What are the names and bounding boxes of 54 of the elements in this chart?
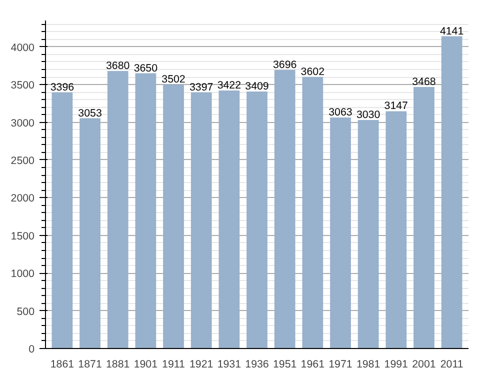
- data-label: 3602: [300, 66, 325, 78]
- data-label: 3147: [384, 100, 408, 112]
- bar: [163, 84, 184, 348]
- bar: [107, 71, 128, 348]
- data-label: 3502: [162, 73, 186, 86]
- y-tick-label: 2000: [10, 192, 35, 205]
- data-label: 4141: [440, 25, 464, 38]
- data-label: 3468: [412, 76, 436, 88]
- x-tick-label: 1931: [217, 358, 242, 370]
- bar: [414, 87, 434, 348]
- data-label: 3696: [272, 58, 297, 71]
- data-label: 3650: [134, 62, 158, 74]
- bar: [386, 111, 407, 348]
- y-tick-label: 3000: [10, 117, 35, 130]
- x-tick-label: 1991: [384, 358, 408, 370]
- x-tick-label: 1936: [245, 358, 269, 370]
- x-tick-label: 1961: [300, 358, 325, 370]
- x-tick-label: 1881: [106, 358, 130, 370]
- y-tick-label: 4000: [10, 42, 35, 54]
- bar: [441, 36, 462, 348]
- bar: [52, 92, 73, 348]
- x-tick-label: 2011: [440, 358, 464, 370]
- x-tick-label: 1951: [272, 358, 297, 370]
- x-tick-label: 1921: [189, 358, 214, 370]
- x-tick-label: 1901: [134, 358, 158, 370]
- y-tick-label: 0: [28, 344, 35, 356]
- y-tick-label: 3500: [10, 80, 35, 92]
- data-label: 3397: [189, 81, 214, 94]
- x-tick-label: 1981: [356, 358, 380, 370]
- data-label: 3396: [50, 81, 74, 94]
- y-tick-label: 500: [16, 306, 35, 318]
- bar: [135, 73, 156, 348]
- data-label: 3053: [78, 107, 102, 120]
- data-label: 3422: [217, 79, 242, 92]
- bar: [274, 70, 296, 348]
- bar: [190, 92, 212, 348]
- data-label: 3063: [328, 106, 352, 119]
- data-label: 3030: [356, 109, 380, 122]
- x-tick-label: 1911: [162, 358, 186, 370]
- y-tick-label: 1000: [10, 268, 35, 280]
- x-tick-label: 2001: [412, 358, 436, 370]
- x-tick-label: 1971: [328, 358, 352, 370]
- data-label: 3680: [106, 60, 130, 72]
- y-tick-label: 2500: [10, 154, 35, 167]
- y-tick-label: 1500: [10, 230, 35, 242]
- bar: [246, 91, 268, 348]
- bar: [358, 120, 379, 348]
- bar: [80, 118, 100, 348]
- bar: [218, 90, 240, 348]
- data-label: 3409: [245, 80, 269, 92]
- x-tick-label: 1871: [78, 358, 102, 370]
- bar: [302, 76, 324, 348]
- x-tick-label: 1861: [50, 358, 74, 370]
- bar: [330, 118, 351, 348]
